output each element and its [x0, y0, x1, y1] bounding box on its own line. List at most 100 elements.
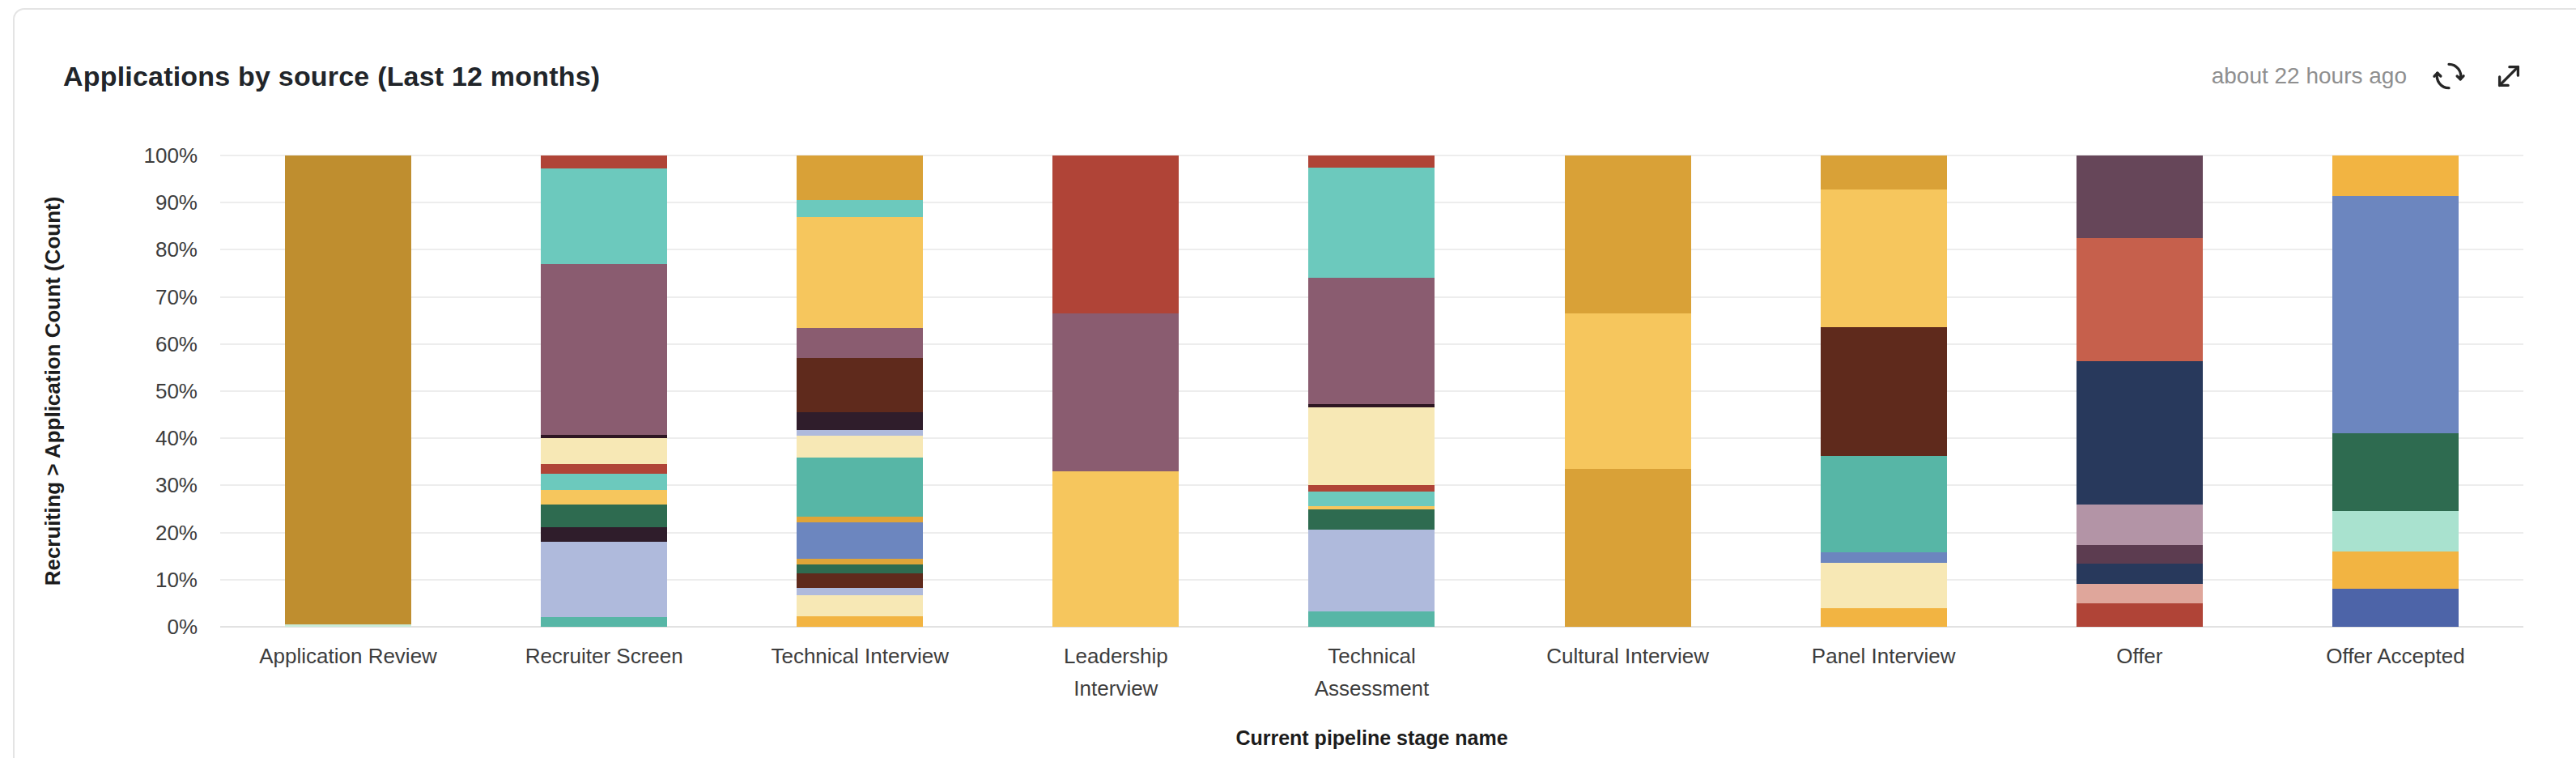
bar-segment[interactable] — [2332, 511, 2459, 551]
bar-segment[interactable] — [1821, 552, 1947, 564]
y-tick-label: 0% — [167, 615, 220, 640]
y-tick-label: 30% — [155, 473, 220, 498]
bar-segment[interactable] — [1308, 278, 1435, 403]
category-label-offer: Offer — [2012, 640, 2268, 705]
bar-segment[interactable] — [541, 505, 667, 526]
bar-segment[interactable] — [1308, 509, 1435, 530]
bar-segment[interactable] — [1821, 190, 1947, 327]
bar-segment[interactable] — [1308, 485, 1435, 492]
bar-segment[interactable] — [541, 542, 667, 618]
x-axis-labels: Application ReviewRecruiter ScreenTechni… — [220, 640, 2523, 705]
y-tick-label: 60% — [155, 331, 220, 356]
bar-segment[interactable] — [541, 490, 667, 505]
bar-segment[interactable] — [2332, 155, 2459, 195]
bar-segment[interactable] — [2077, 238, 2203, 361]
bar-segment[interactable] — [285, 155, 411, 624]
bar-segment[interactable] — [541, 438, 667, 463]
bar-segment[interactable] — [1565, 155, 1691, 313]
bar-segment[interactable] — [541, 168, 667, 264]
stacked-bar-leadership-interview[interactable] — [1052, 155, 1179, 627]
refresh-icon[interactable] — [2431, 58, 2467, 94]
stacked-bar-panel-interview[interactable] — [1821, 155, 1947, 627]
stacked-bar-offer[interactable] — [2077, 155, 2203, 627]
bar-segment[interactable] — [285, 624, 411, 627]
y-tick-label: 50% — [155, 379, 220, 404]
bar-segment[interactable] — [797, 616, 923, 627]
bar-segment[interactable] — [2332, 551, 2459, 590]
bar-segment[interactable] — [541, 264, 667, 435]
stacked-bar-recruiter-screen[interactable] — [541, 155, 667, 627]
bar-segment[interactable] — [797, 155, 923, 200]
bar-segment[interactable] — [1308, 611, 1435, 627]
stacked-bar-cultural-interview[interactable] — [1565, 155, 1691, 627]
stacked-bar-application-review[interactable] — [285, 155, 411, 627]
bar-segment[interactable] — [2077, 361, 2203, 504]
bar-slot — [1500, 155, 1756, 627]
bar-segment[interactable] — [1052, 155, 1179, 313]
header-actions: about 22 hours ago — [2212, 58, 2527, 94]
bar-segment[interactable] — [1821, 327, 1947, 456]
category-label-offer-accepted: Offer Accepted — [2268, 640, 2523, 705]
category-label-technical-assessment: Technical Assessment — [1243, 640, 1499, 705]
bar-segment[interactable] — [797, 217, 923, 328]
bar-segment[interactable] — [541, 155, 667, 168]
bar-segment[interactable] — [797, 430, 923, 436]
y-tick-label: 100% — [144, 143, 221, 168]
bar-segment[interactable] — [1565, 313, 1691, 469]
bar-segment[interactable] — [797, 412, 923, 430]
bar-segment[interactable] — [1308, 168, 1435, 278]
bar-segment[interactable] — [1308, 155, 1435, 168]
bar-segment[interactable] — [797, 573, 923, 588]
bar-segment[interactable] — [797, 522, 923, 559]
bar-segment[interactable] — [1821, 608, 1947, 627]
category-label-technical-interview: Technical Interview — [732, 640, 988, 705]
bar-segment[interactable] — [2077, 545, 2203, 564]
last-updated-label: about 22 hours ago — [2212, 63, 2407, 89]
stacked-bar-offer-accepted[interactable] — [2332, 155, 2459, 627]
bar-segment[interactable] — [2077, 603, 2203, 627]
bar-segment[interactable] — [2332, 433, 2459, 511]
bar-segment[interactable] — [797, 436, 923, 457]
bar-segment[interactable] — [541, 464, 667, 474]
bar-segment[interactable] — [797, 200, 923, 216]
bar-segment[interactable] — [797, 328, 923, 359]
category-label-recruiter-screen: Recruiter Screen — [476, 640, 732, 705]
bar-segment[interactable] — [1052, 313, 1179, 471]
bar-segment[interactable] — [541, 617, 667, 627]
bar-segment[interactable] — [1821, 563, 1947, 607]
y-axis-title: Recruiting > Application Count (Count) — [40, 197, 66, 586]
category-label-application-review: Application Review — [220, 640, 476, 705]
bar-segment[interactable] — [797, 564, 923, 574]
bar-slot — [732, 155, 988, 627]
y-tick-label: 70% — [155, 284, 220, 309]
bar-segment[interactable] — [541, 474, 667, 490]
bar-segment[interactable] — [1308, 492, 1435, 506]
bar-segment[interactable] — [2077, 155, 2203, 238]
bar-segment[interactable] — [2332, 589, 2459, 627]
bar-segment[interactable] — [1052, 471, 1179, 627]
category-label-cultural-interview: Cultural Interview — [1500, 640, 1756, 705]
bar-segment[interactable] — [797, 358, 923, 412]
bar-segment[interactable] — [797, 458, 923, 517]
bar-segment[interactable] — [1308, 407, 1435, 485]
bar-segment[interactable] — [1565, 469, 1691, 627]
page-title: Applications by source (Last 12 months) — [63, 61, 600, 92]
category-label-panel-interview: Panel Interview — [1756, 640, 2012, 705]
bar-segment[interactable] — [1821, 456, 1947, 552]
bar-segment[interactable] — [1308, 530, 1435, 611]
category-label-leadership-interview: Leadership Interview — [988, 640, 1243, 705]
bar-slot — [220, 155, 476, 627]
stacked-bar-technical-assessment[interactable] — [1308, 155, 1435, 627]
stacked-bar-technical-interview[interactable] — [797, 155, 923, 627]
bar-segment[interactable] — [541, 527, 667, 542]
bar-segment[interactable] — [2077, 584, 2203, 603]
bar-segment[interactable] — [2077, 564, 2203, 584]
bar-segment[interactable] — [797, 517, 923, 522]
bar-segment[interactable] — [2077, 505, 2203, 545]
bar-segment[interactable] — [2332, 196, 2459, 434]
expand-icon[interactable] — [2491, 58, 2527, 94]
bar-slot — [1756, 155, 2012, 627]
bar-segment[interactable] — [797, 595, 923, 616]
bar-segment[interactable] — [1821, 155, 1947, 190]
bar-segment[interactable] — [797, 588, 923, 595]
